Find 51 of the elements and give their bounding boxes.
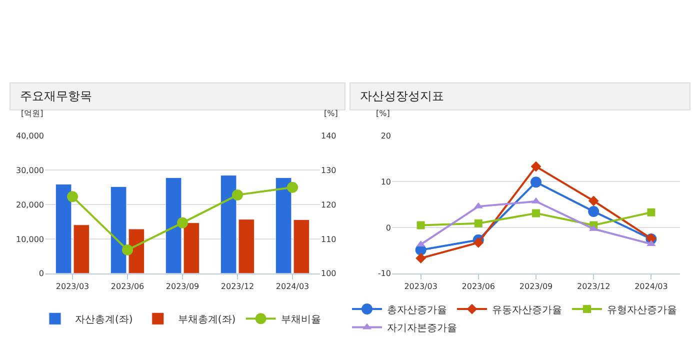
x-tick-label: 2023/03: [56, 282, 90, 291]
chart-title: 자산성장성지표: [360, 89, 444, 103]
point: [530, 161, 542, 172]
y2-tick-label: 110: [321, 234, 336, 244]
y-tick-label: 20,000: [16, 200, 44, 210]
y2-tick-label: 100: [321, 269, 336, 278]
chart-title: 주요재무항목: [20, 89, 92, 103]
point: [67, 191, 78, 202]
y-tick-label: 0: [38, 269, 44, 278]
x-tick-label: 2023/09: [166, 282, 200, 291]
point: [588, 196, 599, 206]
y-tick-label: 10,000: [16, 234, 44, 244]
legend-label: 부채비율: [280, 314, 321, 326]
y-tick-label: 10: [380, 177, 391, 186]
x-tick-label: 2023/12: [576, 282, 610, 291]
legend-label: 총자산증가율: [387, 304, 447, 316]
legend-label: 유동자산증가율: [492, 304, 562, 316]
point: [416, 221, 425, 230]
y-tick-label: 40,000: [16, 132, 44, 141]
x-tick-label: 2024/03: [634, 282, 668, 291]
legend-label: 자산총계(좌): [75, 314, 133, 326]
y2-tick-label: 140: [321, 132, 336, 141]
y-tick-label: 30,000: [16, 166, 44, 175]
x-tick-label: 2023/12: [220, 282, 254, 291]
point: [177, 217, 188, 228]
point: [473, 237, 484, 248]
y-tick-label: -10: [378, 269, 391, 278]
point: [232, 189, 243, 200]
y2-tick-label: 120: [321, 200, 336, 210]
point: [474, 219, 482, 228]
x-tick-label: 2023/06: [110, 282, 144, 291]
point: [588, 206, 600, 217]
legend-label: 부채총계(좌): [178, 314, 236, 326]
x-tick-label: 2024/03: [276, 282, 310, 291]
x-tick-label: 2023/06: [462, 282, 496, 291]
y-tick-label: 0: [386, 223, 391, 232]
point: [532, 209, 540, 218]
point: [287, 182, 298, 193]
y2-axis-title: [%]: [324, 109, 338, 118]
legend-label: 유형자산증가율: [607, 304, 677, 316]
legend-label: 자기자본증가율: [387, 323, 457, 334]
point: [530, 176, 542, 188]
point: [416, 253, 426, 264]
y-tick-label: 20: [380, 132, 391, 141]
x-tick-label: 2023/03: [404, 282, 438, 291]
x-tick-label: 2023/09: [519, 282, 553, 291]
y-axis-title: [%]: [376, 109, 390, 118]
y2-tick-label: 130: [321, 166, 336, 175]
point: [647, 208, 656, 216]
point: [122, 244, 133, 256]
y-axis-title: [억원]: [21, 109, 44, 118]
